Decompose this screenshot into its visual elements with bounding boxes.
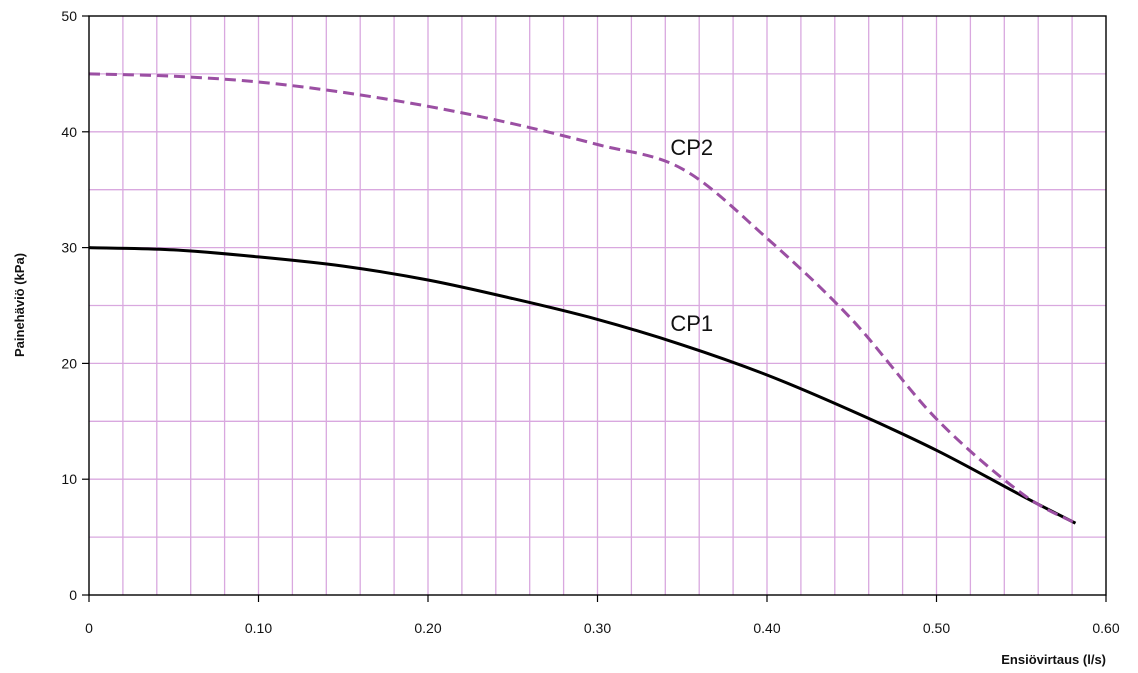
- y-axis-title: Painehäviö (kPa): [12, 253, 27, 357]
- y-tick-label: 40: [61, 124, 77, 140]
- y-tick-label: 0: [69, 587, 77, 603]
- x-axis-title: Ensiövirtaus (l/s): [1001, 652, 1106, 667]
- y-tick-label: 30: [61, 240, 77, 256]
- y-tick-label: 20: [61, 355, 77, 371]
- series-lines: [88, 72, 1077, 525]
- series-label-cp2: CP2: [670, 135, 713, 160]
- grid: [89, 16, 1106, 595]
- series-line-cp2: [88, 72, 1077, 525]
- x-tick-label: 0.10: [245, 620, 272, 636]
- series-labels: CP1 CP2: [670, 135, 713, 336]
- series-line-cp1: [88, 246, 1077, 525]
- series-label-cp1: CP1: [670, 311, 713, 336]
- tick-marks: [82, 15, 1107, 602]
- x-tick-label: 0.30: [584, 620, 611, 636]
- x-tick-label: 0.40: [753, 620, 780, 636]
- x-tick-label: 0.50: [923, 620, 950, 636]
- x-tick-label: 0.60: [1092, 620, 1119, 636]
- x-tick-label: 0.20: [414, 620, 441, 636]
- plot-frame: [88, 15, 1107, 596]
- y-tick-label: 10: [61, 471, 77, 487]
- x-tick-label: 0: [85, 620, 93, 636]
- y-tick-label: 50: [61, 8, 77, 24]
- tick-labels: 0 0.10 0.20 0.30 0.40 0.50 0.60 0 10 20 30 40 50: [61, 8, 1119, 636]
